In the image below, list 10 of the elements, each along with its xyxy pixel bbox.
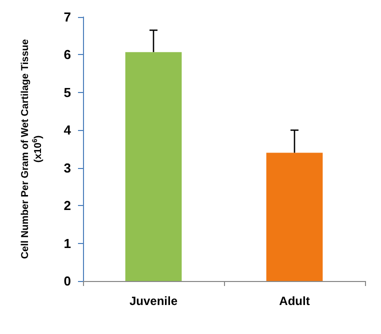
y-tick-label: 5 (64, 84, 71, 100)
y-tick-label: 1 (64, 236, 71, 251)
y-tick-label: 2 (64, 198, 71, 214)
y-tick-label: 6 (64, 47, 71, 62)
y-tick-label: 0 (64, 274, 71, 288)
x-tick-label: Juvenile (129, 294, 178, 308)
y-tick-label: 7 (64, 10, 71, 24)
x-tick-label: Adult (279, 294, 310, 308)
y-tick-label: 3 (64, 160, 71, 176)
y-tick-label: 4 (64, 122, 72, 138)
